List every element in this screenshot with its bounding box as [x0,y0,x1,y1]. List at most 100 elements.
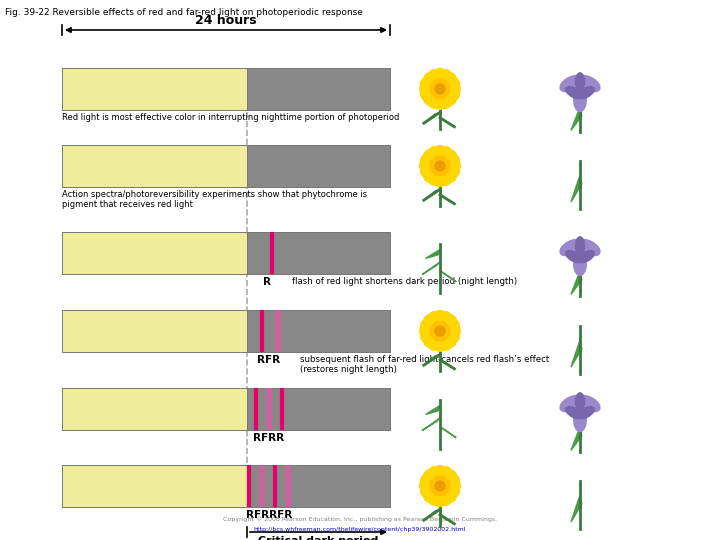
Bar [247,388,390,430]
Polygon shape [571,427,582,450]
Text: RFR: RFR [257,355,280,365]
Circle shape [423,72,437,86]
Circle shape [433,91,441,99]
Polygon shape [440,360,454,369]
Circle shape [420,154,434,168]
Text: RFRRFR: RFRRFR [246,510,292,520]
Ellipse shape [578,407,594,418]
Circle shape [428,312,441,326]
Text: Critical dark period: Critical dark period [258,536,379,540]
Circle shape [433,69,447,82]
Text: Fig. 39-22 Reversible effects of red and far-red light on photoperiodic response: Fig. 39-22 Reversible effects of red and… [5,8,363,17]
Ellipse shape [579,76,600,92]
Circle shape [428,172,441,185]
Circle shape [443,72,456,86]
Polygon shape [440,195,454,204]
Circle shape [420,164,434,178]
Polygon shape [571,495,582,522]
Circle shape [443,489,456,502]
Ellipse shape [579,396,600,411]
Circle shape [446,479,460,493]
Text: Copyright © 2008 Pearson Education, Inc., publishing as Pearson Benjamin Cumming: Copyright © 2008 Pearson Education, Inc.… [223,516,497,522]
Polygon shape [422,418,440,430]
Circle shape [433,476,441,484]
Circle shape [433,488,441,496]
Circle shape [438,333,446,341]
Polygon shape [426,406,440,414]
Circle shape [438,168,446,176]
Circle shape [438,91,446,99]
Circle shape [442,329,450,338]
Text: RFRR: RFRR [253,433,284,443]
Circle shape [433,321,441,329]
Polygon shape [571,107,582,130]
Circle shape [433,79,441,87]
Polygon shape [424,354,440,365]
Circle shape [442,480,450,488]
Circle shape [431,329,438,338]
Circle shape [435,326,445,336]
Bar [247,465,390,507]
Circle shape [438,147,452,160]
Circle shape [435,84,445,94]
Circle shape [428,336,441,350]
Circle shape [428,467,441,481]
Circle shape [438,476,446,484]
Bar [247,310,390,352]
Bar [62,68,247,110]
Bar [62,145,247,187]
Bar [247,232,390,274]
Circle shape [446,159,460,173]
Circle shape [420,77,434,91]
Bar [247,68,390,110]
Circle shape [423,168,437,183]
Circle shape [433,338,447,352]
Ellipse shape [566,251,582,262]
Ellipse shape [566,86,582,99]
Circle shape [428,491,441,505]
Circle shape [423,334,437,347]
Circle shape [420,329,434,343]
Circle shape [431,83,438,91]
Polygon shape [426,249,440,259]
Circle shape [446,474,459,488]
Ellipse shape [574,252,586,275]
Circle shape [433,146,447,159]
Circle shape [423,470,437,483]
Bar [62,232,247,274]
Circle shape [420,82,433,96]
Circle shape [420,319,434,333]
Polygon shape [424,112,440,123]
Circle shape [438,79,446,87]
Circle shape [433,168,441,176]
Circle shape [420,87,434,101]
Circle shape [423,150,437,163]
Circle shape [446,484,459,498]
Circle shape [435,161,445,171]
Circle shape [438,94,452,109]
Circle shape [435,481,445,491]
Circle shape [438,156,446,164]
Polygon shape [440,427,456,438]
Circle shape [442,83,450,91]
Circle shape [431,87,438,96]
Circle shape [431,480,438,488]
Ellipse shape [575,237,585,255]
Circle shape [431,160,438,167]
Circle shape [438,312,452,326]
Circle shape [438,70,452,83]
Circle shape [443,315,456,328]
Circle shape [442,484,450,492]
Circle shape [433,173,447,186]
Ellipse shape [574,408,586,431]
Circle shape [431,484,438,492]
Text: subsequent flash of far-red light cancels red flash’s effect
(restores night len: subsequent flash of far-red light cancel… [300,355,549,374]
Circle shape [443,150,456,163]
Polygon shape [422,262,440,275]
Circle shape [438,491,452,505]
Text: R: R [263,277,271,287]
Polygon shape [424,509,440,520]
Polygon shape [440,271,456,282]
Circle shape [420,159,433,173]
Polygon shape [424,190,440,200]
